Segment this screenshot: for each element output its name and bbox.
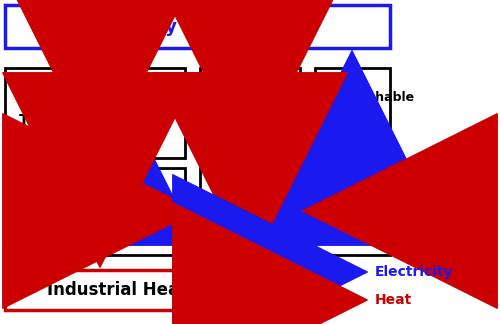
Text: Heat: Heat bbox=[375, 293, 412, 307]
Text: Industrial Heat Market: Industrial Heat Market bbox=[46, 281, 258, 299]
Text: (Time Shift Output): (Time Shift Output) bbox=[189, 232, 311, 241]
Bar bbox=[5, 68, 185, 158]
Text: (Assured Capacity): (Assured Capacity) bbox=[297, 228, 408, 238]
Text: Electricity Market (Grid): Electricity Market (Grid) bbox=[75, 17, 320, 36]
Text: Heat-to-Electricity
Turbine Generator: Heat-to-Electricity Turbine Generator bbox=[19, 97, 171, 129]
Bar bbox=[5, 168, 185, 255]
Bar bbox=[5, 5, 390, 48]
Bar bbox=[200, 168, 300, 255]
Text: Electricity: Electricity bbox=[375, 265, 454, 279]
Bar bbox=[315, 68, 390, 158]
Text: Combustion
Heater: Combustion Heater bbox=[306, 191, 399, 221]
Text: Reactor
(Heat
Generation): Reactor (Heat Generation) bbox=[39, 182, 151, 241]
Text: Heat
Storage: Heat Storage bbox=[213, 187, 287, 226]
Bar bbox=[315, 168, 390, 255]
Bar bbox=[5, 270, 300, 310]
Text: Low-Price
Electricity
to Heat: Low-Price Electricity to Heat bbox=[212, 91, 288, 134]
Text: Non-Dispatchable
PV/Wind
Electricity: Non-Dispatchable PV/Wind Electricity bbox=[290, 91, 414, 134]
Bar bbox=[200, 68, 300, 158]
